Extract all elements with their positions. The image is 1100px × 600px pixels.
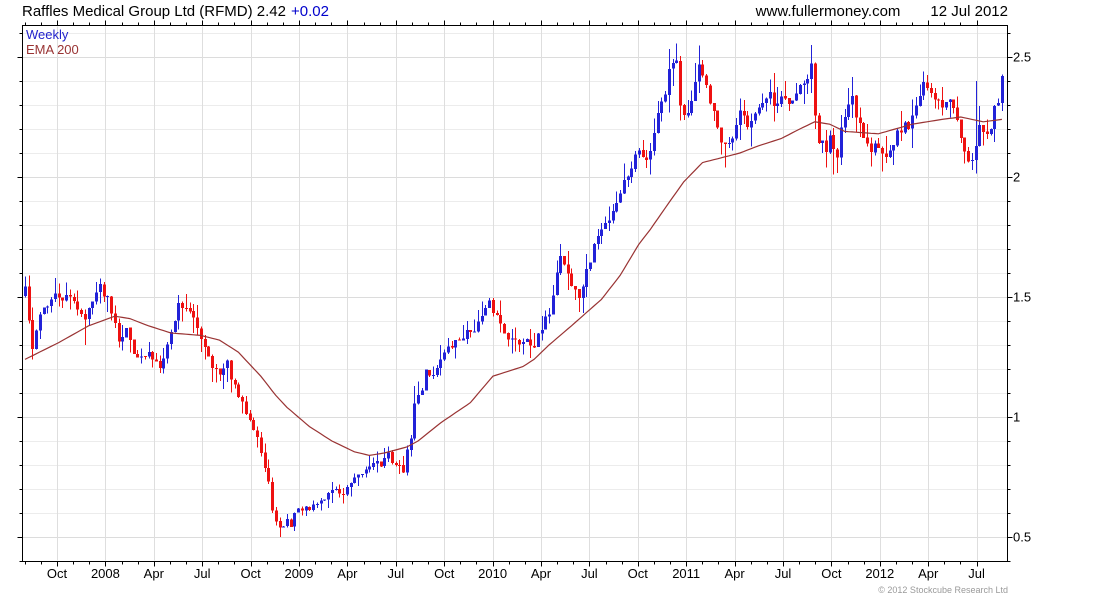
x-tick-label: 2011 bbox=[672, 566, 700, 581]
x-tick-label: Apr bbox=[531, 566, 552, 581]
legend-ema-200: EMA 200 bbox=[26, 42, 79, 57]
x-tick-label: Oct bbox=[821, 566, 842, 581]
copyright: © 2012 Stockcube Research Ltd bbox=[878, 585, 1008, 595]
x-tick-label: Jul bbox=[387, 566, 404, 581]
x-tick-label: 2012 bbox=[865, 566, 894, 581]
date-label: 12 Jul 2012 bbox=[930, 3, 1008, 20]
x-tick-label: 2008 bbox=[91, 566, 120, 581]
x-tick-label: Apr bbox=[918, 566, 939, 581]
x-tick-label: Jul bbox=[775, 566, 792, 581]
x-tick-label: 2010 bbox=[478, 566, 507, 581]
candles bbox=[24, 43, 1004, 537]
y-tick-label: 1.5 bbox=[1013, 290, 1031, 305]
x-tick-label: Oct bbox=[240, 566, 261, 581]
x-tick-label: 2009 bbox=[285, 566, 314, 581]
x-tick-label: Oct bbox=[47, 566, 68, 581]
x-tick-label: Oct bbox=[628, 566, 649, 581]
y-tick-label: 2 bbox=[1013, 170, 1020, 185]
y-tick-label: 1 bbox=[1013, 410, 1020, 425]
x-tick-label: Oct bbox=[434, 566, 455, 581]
site-link[interactable]: www.fullermoney.com bbox=[755, 3, 901, 20]
axes bbox=[17, 20, 1013, 567]
legend-weekly: Weekly bbox=[26, 27, 69, 42]
page-title: Raffles Medical Group Ltd (RFMD) 2.42 +0.… bbox=[22, 3, 329, 20]
x-tick-label: Jul bbox=[968, 566, 985, 581]
gridlines bbox=[23, 26, 1007, 561]
x-tick-label: Apr bbox=[144, 566, 165, 581]
x-tick-label: Jul bbox=[581, 566, 598, 581]
y-tick-label: 0.5 bbox=[1013, 530, 1031, 545]
header-right: www.fullermoney.com 12 Jul 2012 bbox=[756, 3, 1008, 20]
x-tick-label: Jul bbox=[194, 566, 211, 581]
chart-legend: Weekly EMA 200 bbox=[26, 27, 79, 57]
y-tick-label: 2.5 bbox=[1013, 50, 1031, 65]
ema-line bbox=[24, 116, 1002, 457]
price-change: +0.02 bbox=[291, 3, 329, 20]
x-tick-label: Apr bbox=[724, 566, 745, 581]
axis-labels: 2.5 2 1.5 1 0.5 Oct 2008 Apr Jul Oct 2009 Apr Jul Oct… bbox=[47, 50, 1031, 582]
instrument-title: Raffles Medical Group Ltd (RFMD) 2.42 bbox=[22, 3, 286, 20]
x-tick-label: Apr bbox=[337, 566, 358, 581]
